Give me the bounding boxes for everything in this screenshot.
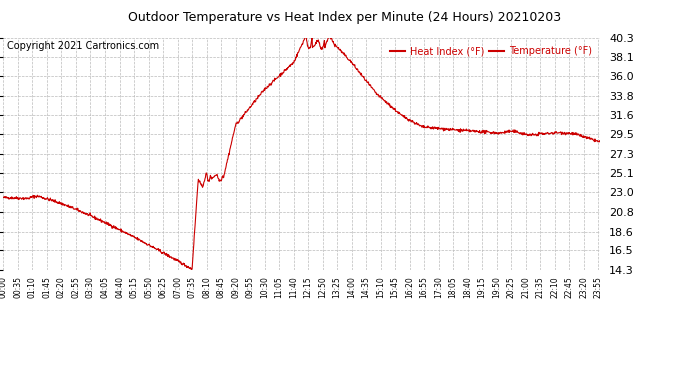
Legend: Heat Index (°F), Temperature (°F): Heat Index (°F), Temperature (°F) [386, 42, 595, 60]
Text: Copyright 2021 Cartronics.com: Copyright 2021 Cartronics.com [7, 41, 159, 51]
Text: Outdoor Temperature vs Heat Index per Minute (24 Hours) 20210203: Outdoor Temperature vs Heat Index per Mi… [128, 11, 562, 24]
